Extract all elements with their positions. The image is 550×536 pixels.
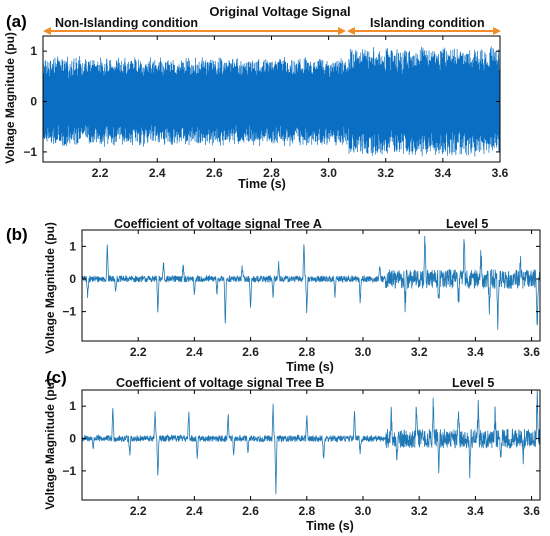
y-tick-label: 0	[69, 272, 76, 286]
x-tick-label: 2.4	[186, 345, 203, 359]
x-tick-label: 2.2	[130, 504, 147, 518]
x-tick-label: 2.2	[92, 166, 109, 180]
islanding-label: Islanding condition	[370, 16, 485, 30]
x-tick-label: 2.2	[130, 345, 147, 359]
y-tick-label: −1	[62, 305, 76, 319]
x-tick-label: 2.8	[298, 345, 315, 359]
x-tick-label: 2.4	[149, 166, 166, 180]
x-tick-label: 3.0	[355, 345, 372, 359]
y-tick-label: 0	[69, 432, 76, 446]
x-tick-label: 3.4	[435, 166, 452, 180]
x-tick-label: 3.4	[467, 345, 484, 359]
chart-title-c: Coefficient of voltage signal Tree B	[116, 376, 324, 390]
panel-letter-c: (c)	[46, 368, 67, 387]
islanding-arrowhead-right	[493, 27, 501, 35]
x-tick-label: 3.2	[411, 345, 428, 359]
panel-letter-a: (a)	[6, 12, 27, 31]
plot-frame-b	[81, 229, 541, 342]
level-label-b: Level 5	[446, 217, 488, 231]
ticks-b: 2.2 2.4 2.6 2.8 3.0 3.2 3.4 3.6 −1 0 1	[62, 230, 540, 359]
level-label-c: Level 5	[452, 376, 494, 390]
x-axis-label-a: Time (s)	[238, 177, 286, 191]
y-tick-label: 1	[69, 399, 76, 413]
x-tick-label: 3.6	[523, 345, 540, 359]
panel-c: (c) Coefficient of voltage signal Tree B…	[43, 368, 541, 533]
y-tick-label: 1	[30, 44, 37, 58]
x-tick-label: 3.2	[411, 504, 428, 518]
x-axis-label-b: Time (s)	[286, 360, 334, 374]
series-coefficient	[82, 235, 540, 330]
x-tick-label: 3.0	[355, 504, 372, 518]
y-axis-label-c: Voltage Magnitude (pu)	[43, 378, 57, 510]
plot-a	[43, 46, 500, 157]
x-tick-label: 2.6	[206, 166, 223, 180]
panel-letter-b: (b)	[6, 225, 28, 244]
y-tick-label: −1	[62, 464, 76, 478]
series-voltage-signal	[43, 46, 500, 157]
chart-title-b: Coefficient of voltage signal Tree A	[114, 217, 322, 231]
x-axis-label-c: Time (s)	[306, 519, 354, 533]
x-tick-label: 3.6	[523, 504, 540, 518]
non-islanding-label: Non-Islanding condition	[55, 16, 198, 30]
y-tick-label: 0	[30, 95, 37, 109]
y-axis-label-b: Voltage Magnitude (pu)	[43, 222, 57, 354]
non-islanding-arrowhead-right	[338, 27, 346, 35]
x-tick-label: 3.6	[492, 166, 509, 180]
chart-title-a: Original Voltage Signal	[209, 4, 350, 19]
non-islanding-arrowhead-left	[43, 27, 51, 35]
x-tick-label: 2.4	[186, 504, 203, 518]
x-tick-label: 2.6	[242, 504, 259, 518]
y-tick-label: −1	[23, 145, 37, 159]
ticks-c: 2.2 2.4 2.6 2.8 3.0 3.2 3.4 3.6 −1 0 1	[62, 390, 540, 518]
x-tick-label: 3.0	[320, 166, 337, 180]
islanding-arrowhead-left	[347, 27, 355, 35]
y-tick-label: 1	[69, 239, 76, 253]
plot-c	[82, 390, 540, 495]
panel-b: (b) Coefficient of voltage signal Tree A…	[6, 217, 541, 374]
ticks-a: 2.2 2.4 2.6 2.8 3.0 3.2 3.4 3.6 −1 0 1	[23, 36, 509, 180]
x-tick-label: 2.6	[242, 345, 259, 359]
panel-a: (a) Original Voltage Signal Non-Islandin…	[3, 4, 509, 191]
x-tick-label: 2.8	[298, 504, 315, 518]
x-tick-label: 3.2	[377, 166, 394, 180]
y-axis-label-a: Voltage Magnitude (pu)	[3, 32, 17, 164]
series-coefficient	[82, 390, 540, 495]
plot-frame-c	[81, 389, 541, 501]
x-tick-label: 2.8	[263, 166, 280, 180]
x-tick-label: 3.4	[467, 504, 484, 518]
plot-b	[82, 235, 540, 330]
